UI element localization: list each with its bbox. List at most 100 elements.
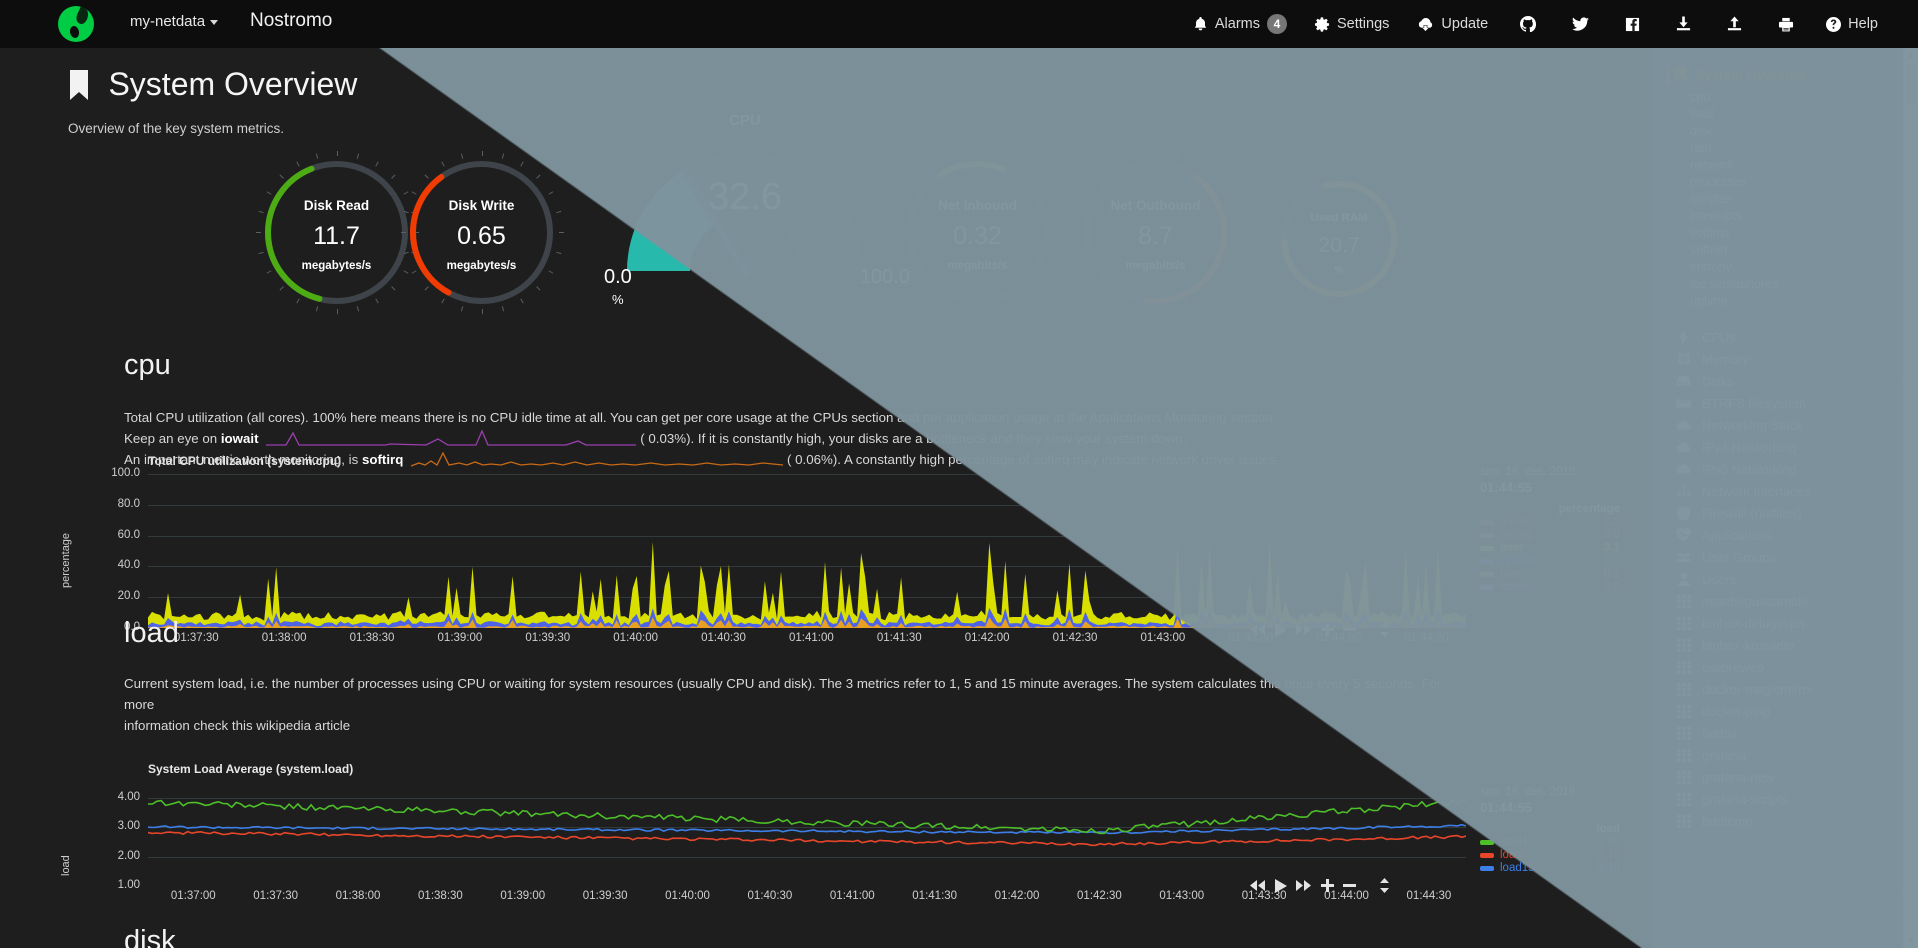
- play-icon[interactable]: [1275, 878, 1287, 895]
- netdata-logo-icon[interactable]: [58, 6, 94, 42]
- sidebar-item-apacheguacamole[interactable]: apacheguacamole: [1653, 590, 1918, 612]
- minus-icon[interactable]: [1343, 879, 1356, 894]
- minus-icon[interactable]: [1343, 623, 1356, 638]
- chart-system-load[interactable]: System Load Average (system.load) load 1…: [60, 762, 1620, 948]
- navbar-item-print[interactable]: [1760, 0, 1812, 48]
- navbar-item-alarms[interactable]: Alarms 4: [1179, 0, 1301, 48]
- plot-area[interactable]: [148, 474, 1466, 628]
- right-sidebar[interactable]: System Overview cpu load disk ram network proc…: [1653, 48, 1918, 948]
- sidebar-item-network-interfaces[interactable]: Network Interfaces: [1653, 480, 1918, 502]
- sidebar-subitem-load[interactable]: load: [1690, 106, 1714, 121]
- gauge-net-inbound[interactable]: Net Inbound 0.32 megabits/s: [896, 151, 1060, 314]
- sidebar-subitem-cpu[interactable]: cpu: [1690, 89, 1711, 104]
- sidebar-scrollbar[interactable]: ▲ ▼: [1903, 48, 1918, 948]
- resize-icon[interactable]: [1379, 622, 1390, 639]
- chart-system-cpu[interactable]: Total CPU utilization (system.cpu) perce…: [60, 454, 1620, 650]
- sidebar-item-label: Applications: [1702, 527, 1773, 543]
- sidebar-item-cpus[interactable]: CPUs: [1653, 326, 1918, 348]
- sidebar-subitem-entropy[interactable]: entropy: [1690, 259, 1732, 274]
- chart-controls[interactable]: [1250, 878, 1390, 895]
- x-tick: 01:38:30: [418, 890, 463, 902]
- sidebar-subitem-processes[interactable]: processes: [1690, 174, 1747, 189]
- legend-row[interactable]: softirq 0.0: [1480, 529, 1620, 541]
- chart-legend[interactable]: søn. 16. des. 2018 01:44:55 percentage gues…: [1480, 466, 1620, 593]
- scroll-up-icon[interactable]: ▲: [1906, 50, 1916, 60]
- sidebar-item-grafana-new[interactable]: grafana-new: [1653, 766, 1918, 788]
- sidebar-item-docker-plpp[interactable]: docker-plpp: [1653, 700, 1918, 722]
- navbar-item-twitter[interactable]: [1554, 0, 1607, 48]
- sidebar-subitem-softirqs[interactable]: softirqs: [1690, 225, 1731, 240]
- sidebar-subitem-uptime[interactable]: uptime: [1690, 293, 1728, 308]
- sidebar-item-ipv4-networking[interactable]: IPv4 Networking: [1653, 436, 1918, 458]
- cpu-gauge-title: CPU: [729, 112, 761, 129]
- navbar-item-import[interactable]: [1658, 0, 1709, 48]
- plus-icon[interactable]: [1321, 623, 1334, 638]
- sidebar-item-binhex-krusader[interactable]: binhex-krusader: [1653, 634, 1918, 656]
- sidebar-item-disks[interactable]: Disks: [1653, 370, 1918, 392]
- sidebar-subitem-idlejitter[interactable]: idlejitter: [1690, 191, 1734, 206]
- chart-legend[interactable]: søn. 16. des. 2018 01:44:55 load load1 3.96 l…: [1480, 786, 1620, 874]
- plot-area[interactable]: [148, 798, 1466, 886]
- gauge-used-ram[interactable]: Used RAM 20.7%: [1271, 171, 1408, 307]
- chart-controls[interactable]: [1250, 622, 1390, 639]
- navbar-item-help[interactable]: Help: [1812, 0, 1892, 48]
- sidebar-item-calibreweb[interactable]: calibreweb: [1653, 656, 1918, 678]
- sidebar-item-binhex-delugevpn[interactable]: binhex-delugevpn: [1653, 612, 1918, 634]
- resize-icon[interactable]: [1379, 878, 1390, 895]
- sidebar-item-btrfs-filesystem[interactable]: BTRFS filesystem: [1653, 392, 1918, 414]
- y-axis-title: load: [60, 855, 72, 876]
- gauge-units: megabits/s: [1125, 260, 1186, 272]
- sidebar-subitem-disk[interactable]: disk: [1690, 123, 1713, 138]
- th-icon: [1676, 748, 1691, 762]
- y-tick: 3.00: [117, 820, 140, 833]
- sidebar-heading[interactable]: System Overview: [1653, 62, 1918, 88]
- legend-row[interactable]: guest 0.2: [1480, 516, 1620, 528]
- sidebar-subitem-ram[interactable]: ram: [1690, 140, 1712, 155]
- legend-row[interactable]: iowait 0.0: [1480, 581, 1620, 593]
- page-title: System Overview: [108, 66, 358, 102]
- gauge-net-outbound[interactable]: Net Outbound 8.7 megabits/s: [1074, 151, 1238, 314]
- forward-icon[interactable]: [1296, 880, 1312, 893]
- navbar-item-settings[interactable]: Settings: [1301, 0, 1403, 48]
- sidebar-item-applications[interactable]: Applications: [1653, 524, 1918, 546]
- navbar-item-github[interactable]: [1502, 0, 1554, 48]
- sidebar-subitem-network[interactable]: network: [1690, 157, 1734, 172]
- sidebar-item-memory[interactable]: Memory: [1653, 348, 1918, 370]
- forward-icon[interactable]: [1296, 624, 1312, 637]
- sidebar-item-grafana[interactable]: grafana: [1653, 744, 1918, 766]
- scrollbar-thumb[interactable]: [1906, 65, 1916, 103]
- sidebar-item-networking-stack[interactable]: Networking Stack: [1653, 414, 1918, 436]
- plus-icon[interactable]: [1321, 879, 1334, 894]
- host-selector[interactable]: my-netdata: [130, 13, 219, 30]
- navbar-item-update[interactable]: Update: [1403, 0, 1502, 48]
- gauge-disk-read[interactable]: Disk Read 11.7 megabytes/s: [255, 151, 419, 314]
- cpu-desc-line2: Keep an eye on iowait ( 0.03%). If it is…: [124, 428, 1414, 449]
- legend-row[interactable]: load1 3.96: [1480, 836, 1620, 848]
- legend-row[interactable]: system 1.7: [1480, 555, 1620, 567]
- play-icon[interactable]: [1275, 622, 1287, 639]
- legend-row[interactable]: load5 2.75: [1480, 849, 1620, 861]
- legend-row[interactable]: user 3.1: [1480, 542, 1620, 554]
- sidebar-item-firefox[interactable]: firefox: [1653, 722, 1918, 744]
- sidebar-item-hddtemp[interactable]: hddtemp: [1653, 810, 1918, 832]
- rewind-icon[interactable]: [1250, 880, 1266, 893]
- legend-row[interactable]: load15 3.13: [1480, 862, 1620, 874]
- sidebar-subitem-softnet[interactable]: softnet: [1690, 242, 1728, 257]
- sidebar-item-firewall-netfilter[interactable]: Firewall (netfilter): [1653, 502, 1918, 524]
- sidebar-subitem-ipc-semaphores[interactable]: ipc semaphores: [1690, 276, 1779, 291]
- sidebar-subitem-interrupts[interactable]: interrupts: [1690, 208, 1743, 223]
- rewind-icon[interactable]: [1250, 624, 1266, 637]
- legend-row[interactable]: nice 0.1: [1480, 568, 1620, 580]
- cpu-desc-line3-metric: softirq: [361, 452, 404, 467]
- bookmark-icon: [68, 70, 90, 105]
- sidebar-item-user-groups[interactable]: User Groups: [1653, 546, 1918, 568]
- gauge-disk-write[interactable]: Disk Write 0.65 megabytes/s: [400, 151, 564, 314]
- navbar-item-export[interactable]: [1709, 0, 1760, 48]
- sidebar-item-docker-magicmirror[interactable]: docker-magicmirror: [1653, 678, 1918, 700]
- sidebar-item-ipv6-networking[interactable]: IPv6 Networking: [1653, 458, 1918, 480]
- sidebar-item-users[interactable]: Users: [1653, 568, 1918, 590]
- scroll-down-icon[interactable]: ▼: [1906, 935, 1916, 945]
- sidebar-item-grafana-scripts[interactable]: grafana-scripts: [1653, 788, 1918, 810]
- navbar-item-facebook[interactable]: [1607, 0, 1658, 48]
- th-icon: [1676, 726, 1691, 740]
